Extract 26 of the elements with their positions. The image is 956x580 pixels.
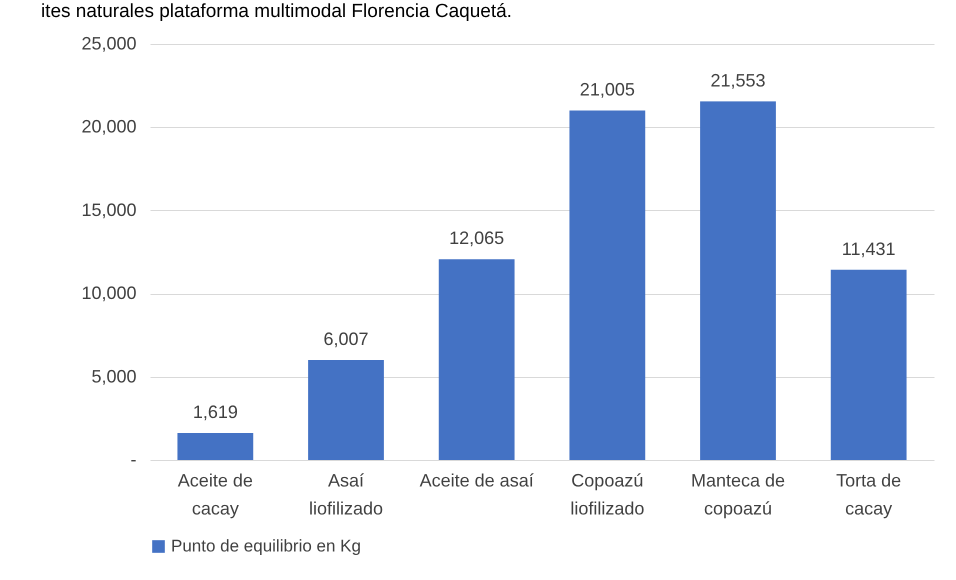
data-label: 12,065 bbox=[449, 228, 504, 248]
x-tick-label: Manteca de copoazú bbox=[690, 470, 786, 518]
data-label: 21,005 bbox=[580, 79, 635, 100]
x-tick-label: Copoazú liofilizado bbox=[570, 470, 644, 518]
bar bbox=[569, 110, 646, 460]
data-label: 1,619 bbox=[192, 402, 238, 422]
y-tick-label: 10,000 bbox=[81, 283, 136, 304]
data-label: 6,007 bbox=[323, 329, 369, 350]
x-tick-label: Aceite de asaí bbox=[420, 470, 534, 490]
data-label: 11,431 bbox=[842, 238, 896, 259]
bar bbox=[308, 360, 384, 460]
data-label: 21,553 bbox=[710, 70, 766, 90]
y-tick-label: 5,000 bbox=[91, 366, 136, 386]
legend-label: Punto de equilibrio en Kg bbox=[171, 536, 361, 556]
x-tick-label: Aceite de cacay bbox=[178, 470, 253, 518]
x-tick-label: Torta de cacay bbox=[836, 470, 902, 518]
bar bbox=[177, 433, 254, 460]
y-tick-label: 15,000 bbox=[81, 200, 136, 220]
bar bbox=[438, 259, 515, 460]
y-tick-label: 25,000 bbox=[81, 34, 136, 54]
bar bbox=[830, 270, 907, 460]
x-tick-label: Asaí liofilizado bbox=[308, 470, 384, 518]
y-tick-label: 20,000 bbox=[81, 116, 136, 137]
y-tick-label: - bbox=[130, 450, 136, 470]
bar bbox=[700, 101, 776, 460]
chart-title: ites naturales plataforma multimodal Florencia Caquetá. bbox=[40, 1, 512, 22]
